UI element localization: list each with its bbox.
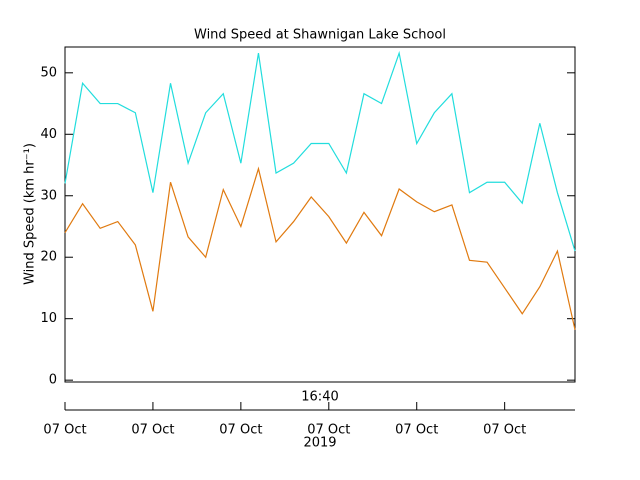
x-time-label: 16:40 — [301, 390, 338, 405]
y-tick-label: 40 — [40, 127, 57, 142]
y-tick-label: 20 — [40, 250, 57, 265]
plot-frame — [64, 46, 576, 383]
y-tick-label: 30 — [40, 188, 57, 203]
x-tick-label: 07 Oct — [131, 423, 174, 438]
x-tick-label: 07 Oct — [483, 423, 526, 438]
series-line — [64, 166, 576, 330]
x-tick-label: 07 Oct — [307, 423, 350, 438]
x-tick-label: 07 Oct — [43, 423, 86, 438]
y-tick-label: 50 — [40, 65, 57, 80]
x-tick-label: 07 Oct — [395, 423, 438, 438]
x-tick-label: 07 Oct — [219, 423, 262, 438]
y-axis-label: Wind Speed (km hr⁻¹) — [23, 143, 38, 285]
x-year-label: 2019 — [303, 436, 336, 451]
y-tick-label: 10 — [40, 311, 57, 326]
chart-title: Wind Speed at Shawnigan Lake School — [194, 28, 446, 43]
series-line — [64, 50, 576, 252]
y-tick-label: 0 — [49, 373, 57, 388]
